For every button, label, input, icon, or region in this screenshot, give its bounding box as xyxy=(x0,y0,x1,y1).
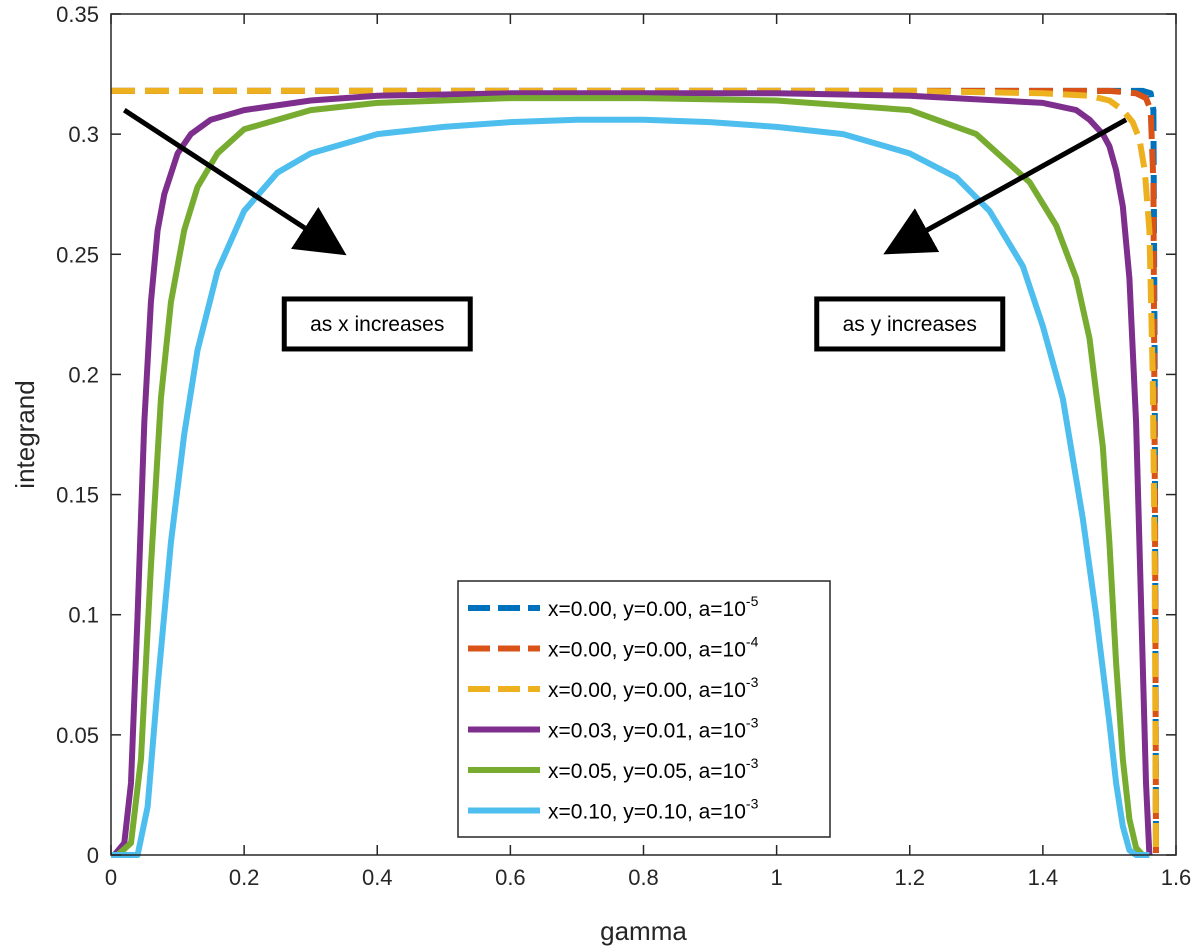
legend-entry-1: x=0.00, y=0.00, a=10-5 xyxy=(548,593,759,621)
x-tick-label: 1.4 xyxy=(1028,865,1059,890)
series-line-5 xyxy=(115,95,1145,858)
x-tick-label: 0.4 xyxy=(362,865,393,890)
x-tick-label: 1.2 xyxy=(894,865,925,890)
annotations: as x increases as y increases xyxy=(122,108,1128,352)
legend-exponent: -3 xyxy=(746,796,759,812)
y-tick-label: 0 xyxy=(87,843,99,868)
legend-entry-4: x=0.03, y=0.01, a=10-3 xyxy=(548,715,759,743)
annotation-text-2: as y increases xyxy=(843,313,977,336)
series-line-4 xyxy=(111,90,1153,857)
legend-entry-3: x=0.00, y=0.00, a=10-3 xyxy=(548,674,759,702)
legend-box xyxy=(457,580,831,838)
x-tick-label: 1 xyxy=(771,865,783,890)
y-tick-label: 0.35 xyxy=(56,2,99,27)
y-tick-label: 0.2 xyxy=(68,362,99,387)
annotation-box-1 xyxy=(281,296,473,352)
x-tick-label: 1.6 xyxy=(1161,865,1192,890)
annotation-text-1: as x increases xyxy=(310,313,444,336)
x-tick-label: 0.6 xyxy=(495,865,526,890)
axes-layer: 0 0.2 0.4 0.6 0.8 1 1.2 1.4 1.6 0 0.05 0.1 0.15 0.2 0.… xyxy=(56,2,1191,890)
y-tick-label: 0.3 xyxy=(68,122,99,147)
legend-exponent: -5 xyxy=(746,593,759,609)
annotation-arrow-2 xyxy=(883,117,1128,255)
legend: x=0.00, y=0.00, a=10-5 x=0.00, y=0.00, a=… xyxy=(457,580,831,838)
y-tick-label: 0.1 xyxy=(68,603,99,628)
x-tick-label: 0 xyxy=(105,865,117,890)
x-axis-label: gamma xyxy=(600,916,687,946)
y-tick-label: 0.25 xyxy=(56,242,99,267)
series-layer xyxy=(111,87,1159,858)
x-tick-label: 0.8 xyxy=(628,865,659,890)
y-axis-label: integrand xyxy=(10,380,40,488)
legend-exponent: -3 xyxy=(746,755,759,771)
annotation-arrow-1 xyxy=(122,108,347,256)
y-tick-label: 0.15 xyxy=(56,483,99,508)
legend-entry-6: x=0.10, y=0.10, a=10-3 xyxy=(548,796,759,824)
legend-entry-5: x=0.05, y=0.05, a=10-3 xyxy=(548,755,759,783)
series-line-6 xyxy=(111,116,1150,858)
legend-exponent: -3 xyxy=(746,715,759,731)
legend-exponent: -3 xyxy=(746,674,759,690)
legend-entry-2: x=0.00, y=0.00, a=10-4 xyxy=(548,634,759,662)
annotation-box-2 xyxy=(814,296,1006,352)
y-tick-label: 0.05 xyxy=(56,723,99,748)
legend-exponent: -4 xyxy=(746,634,759,650)
x-tick-label: 0.2 xyxy=(229,865,260,890)
